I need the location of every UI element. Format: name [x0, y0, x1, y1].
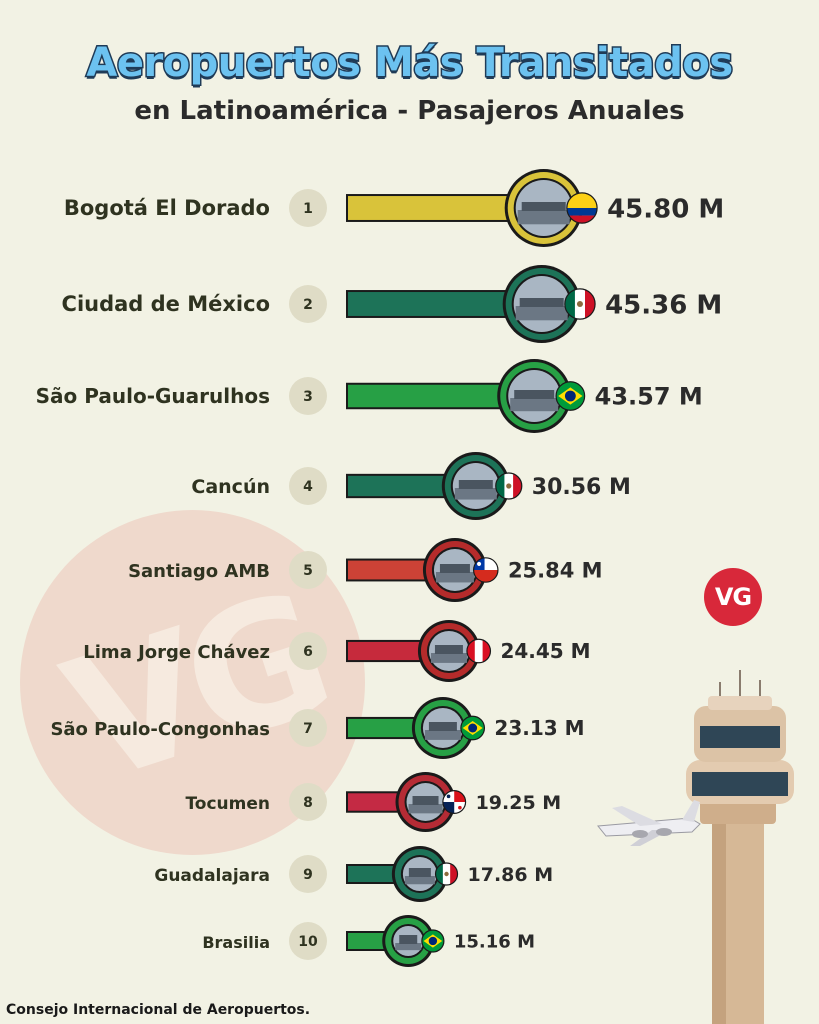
rank-circle [289, 377, 327, 415]
category-label: Brasilia [202, 933, 270, 952]
airport-photo-terminal [521, 202, 566, 211]
airport-photo-terminal [434, 645, 463, 654]
value-label: 19.25 M [476, 792, 562, 814]
airport-photo-terminal [458, 480, 493, 489]
airport-photo-ground [454, 488, 497, 500]
flag-mexico-icon [434, 862, 459, 886]
value-label: 30.56 M [532, 475, 631, 500]
value-label: 25.84 M [508, 559, 603, 583]
airport-photo-terminal [408, 868, 431, 877]
flag-mexico-icon [495, 472, 523, 500]
rank-circle [289, 189, 327, 227]
flag-brazil-icon [555, 381, 586, 411]
rank-circle [289, 551, 327, 589]
rank-circle [289, 467, 327, 505]
category-label: Lima Jorge Chávez [83, 642, 270, 663]
flag-mexico-icon [564, 288, 596, 320]
category-label: Guadalajara [154, 866, 270, 886]
bar-row: São Paulo-Guarulhos 3 43.57 M [36, 359, 703, 433]
rank-label: 8 [303, 795, 313, 811]
airport-photo-ground [408, 804, 443, 814]
rank-circle [289, 783, 327, 821]
category-label: Ciudad de México [62, 292, 270, 316]
rank-label: 6 [303, 644, 313, 660]
rank-circle [289, 632, 327, 670]
brand-badge: VG [704, 568, 762, 626]
airplane-illustration [597, 800, 701, 846]
page-title: Aeropuertos Más Transitados [85, 39, 735, 88]
flag-panama-icon [442, 790, 467, 814]
rank-label: 1 [303, 201, 313, 217]
rank-label: 10 [298, 934, 318, 950]
airport-photo-terminal [412, 796, 439, 805]
bar-row: Santiago AMB 5 25.84 M [128, 538, 603, 602]
value-label: 45.80 M [607, 194, 724, 224]
rank-label: 9 [303, 867, 313, 883]
bar-row: Tocumen 8 19.25 M [185, 772, 561, 832]
airport-photo-ground [404, 876, 435, 885]
flag-chile-icon [472, 557, 499, 583]
rank-label: 5 [303, 563, 313, 579]
airport-photo-terminal [399, 935, 418, 944]
rank-label: 4 [303, 479, 313, 495]
bar-row: Cancún 4 30.56 M [191, 452, 631, 520]
airport-photo-terminal [439, 564, 470, 573]
value-label: 17.86 M [468, 864, 554, 886]
value-label: 23.13 M [494, 716, 584, 740]
value-label: 24.45 M [500, 639, 590, 663]
page-subtitle: en Latinoamérica - Pasajeros Anuales [134, 96, 685, 126]
airport-photo-terminal [514, 390, 555, 399]
airport-photo-ground [435, 572, 474, 583]
airport-photo-terminal [428, 722, 457, 731]
rank-circle [289, 922, 327, 960]
category-label: Cancún [191, 476, 270, 498]
category-label: São Paulo-Guarulhos [36, 384, 270, 408]
rank-circle [289, 709, 327, 747]
flag-brazil-icon [460, 715, 486, 741]
source-note: Consejo Internacional de Aeropuertos. [6, 1002, 311, 1018]
bar-row: Lima Jorge Chávez 6 24.45 M [83, 620, 591, 682]
bar-row: Ciudad de México 2 45.36 M [62, 265, 722, 343]
rank-label: 2 [303, 297, 313, 313]
rank-circle [289, 285, 327, 323]
bar-row: Brasilia 10 15.16 M [202, 915, 535, 967]
airport-photo-ground [517, 210, 570, 225]
airport-photo-ground [424, 730, 461, 740]
value-label: 15.16 M [454, 931, 535, 952]
flag-colombia-icon [566, 192, 598, 224]
bar-row: São Paulo-Congonhas 7 23.13 M [50, 697, 585, 759]
value-label: 43.57 M [595, 383, 703, 411]
airport-photo-terminal [519, 298, 564, 307]
airport-photo-ground [430, 653, 467, 663]
flag-brazil-icon [421, 929, 445, 953]
category-label: São Paulo-Congonhas [50, 719, 270, 740]
category-label: Tocumen [185, 794, 270, 814]
rank-label: 3 [303, 389, 313, 405]
airport-photo-ground [515, 306, 568, 321]
flag-peru-icon [466, 638, 492, 664]
rank-circle [289, 855, 327, 893]
category-label: Bogotá El Dorado [64, 196, 270, 220]
bar-row: Guadalajara 9 17.86 M [154, 846, 553, 902]
airport-photo-ground [395, 943, 422, 951]
category-label: Santiago AMB [128, 561, 270, 582]
airport-photo-ground [510, 398, 559, 412]
control-tower-illustration [686, 670, 794, 1024]
bar-row: Bogotá El Dorado 1 45.80 M [64, 169, 724, 247]
value-label: 45.36 M [605, 290, 722, 320]
rank-label: 7 [303, 721, 313, 737]
